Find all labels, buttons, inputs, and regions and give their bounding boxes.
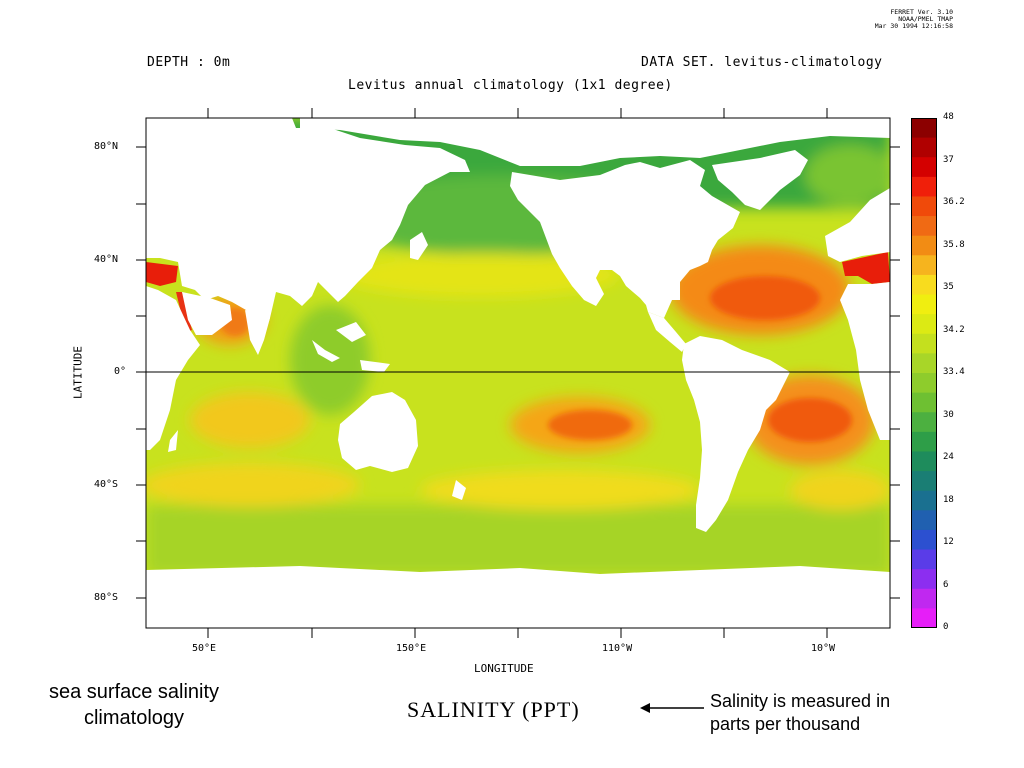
ferret-org: NOAA/PMEL TMAP: [898, 15, 953, 23]
colorbar-label: 30: [943, 409, 954, 420]
ytick-80s: 80°S: [94, 592, 119, 603]
colorbar-swatch: [911, 235, 937, 256]
y-axis-label: LATITUDE: [71, 346, 85, 399]
colorbar-swatch: [911, 333, 937, 354]
y-axis-ticks: [136, 146, 900, 599]
ferret-date: Mar 30 1994 12:16:58: [874, 22, 953, 30]
colorbar-swatch: [911, 216, 937, 237]
colorbar-swatch: [911, 373, 937, 394]
salinity-map: [136, 108, 900, 638]
colorbar-swatch: [911, 412, 937, 433]
colorbar-swatch: [911, 529, 937, 551]
colorbar-swatch: [911, 392, 937, 413]
colorbar-swatch: [911, 608, 937, 629]
x-axis-label: LONGITUDE: [474, 662, 534, 675]
colorbar-swatch: [911, 588, 937, 609]
colorbar-label: 35: [943, 282, 954, 292]
colorbar-label: 0: [943, 622, 949, 632]
xtick-150e: 150°E: [396, 643, 427, 654]
colorbar-label: 12: [943, 537, 954, 547]
xtick-10w: 10°W: [811, 643, 836, 654]
ytick-0: 0°: [114, 366, 127, 377]
caption-line2: climatology: [83, 707, 185, 729]
unit-note-line1: Salinity is measured in: [710, 691, 891, 711]
colorbar-swatch: [911, 137, 937, 158]
ytick-40n: 40°N: [94, 254, 119, 265]
colorbar-swatch: [911, 471, 937, 492]
ferret-version: FERRET Ver. 3.10: [890, 8, 953, 16]
ytick-40s: 40°S: [94, 479, 119, 490]
colorbar-swatch: [911, 431, 937, 452]
unit-note-line2: parts per thousand: [710, 714, 861, 734]
colorbar-labels: 48423736.636.23635.835.43534.634.233.833…: [943, 112, 983, 632]
colorbar-swatch: [911, 157, 937, 178]
salinity-label: SALINITY (PPT): [407, 697, 580, 722]
colorbar-swatches: [911, 118, 937, 629]
colorbar-swatch: [911, 274, 937, 296]
colorbar-label: 34.2: [943, 324, 965, 335]
colorbar-label: 24: [943, 452, 954, 462]
unit-note: Salinity is measured in parts per thousa…: [710, 690, 890, 736]
colorbar-swatch: [911, 510, 937, 531]
caption: sea surface salinity climatology: [14, 679, 254, 731]
colorbar-label: 48: [943, 112, 954, 122]
colorbar-swatch: [911, 490, 937, 511]
colorbar-swatch: [911, 255, 937, 276]
dataset-label: DATA SET. levitus-climatology: [641, 55, 883, 70]
xtick-110w: 110°W: [602, 643, 633, 654]
colorbar: [911, 118, 937, 629]
colorbar-swatch: [911, 196, 937, 217]
red-sea: [176, 292, 192, 333]
colorbar-swatch: [911, 549, 937, 570]
colorbar-swatch: [911, 118, 937, 139]
colorbar-label: 6: [943, 579, 949, 590]
colorbar-label: 36.2: [943, 197, 965, 207]
x-axis-ticks: [207, 108, 828, 638]
colorbar-label: 33.4: [943, 367, 965, 377]
arrow-left-icon: [640, 703, 704, 713]
ytick-80n: 80°N: [94, 141, 119, 152]
ferret-stamp: FERRET Ver. 3.10 NOAA/PMEL TMAP Mar 30 1…: [815, 9, 953, 30]
colorbar-swatch: [911, 569, 937, 590]
high-salinity-cores: [220, 276, 852, 442]
land: [146, 118, 890, 628]
colorbar-frame: [911, 118, 937, 628]
colorbar-swatch: [911, 451, 937, 472]
colorbar-swatch: [911, 314, 937, 335]
depth-label: DEPTH : 0m: [147, 55, 231, 70]
colorbar-label: 35.8: [943, 239, 965, 250]
caption-line1: sea surface salinity: [48, 681, 220, 703]
colorbar-label: 18: [943, 494, 954, 505]
xtick-50e: 50°E: [192, 643, 217, 654]
red-sea-west: [146, 262, 178, 286]
colorbar-swatch: [911, 176, 937, 197]
colorbar-label: 37: [943, 154, 954, 165]
mediterranean-sea: [842, 252, 890, 284]
colorbar-swatch: [911, 353, 937, 374]
plot-title: Levitus annual climatology (1x1 degree): [348, 78, 673, 93]
colorbar-swatch: [911, 294, 937, 315]
